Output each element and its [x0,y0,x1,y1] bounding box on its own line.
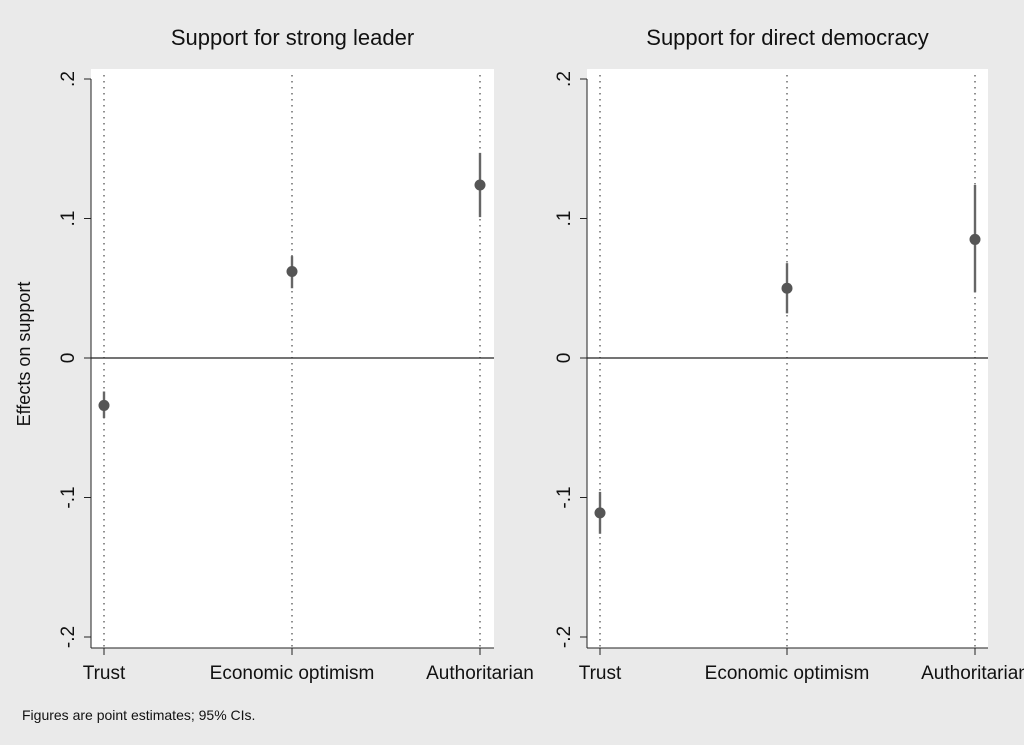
y-tick-label: .1 [58,211,79,227]
x-tick-label: Trust [579,663,622,684]
y-tick-label: -.2 [58,626,79,648]
point-estimate [286,266,298,278]
point-estimate [594,507,606,519]
panel-2: Support for direct democracy .2 .1 0 -.1 -.2T… [554,25,1024,684]
y-tick-label: -.2 [554,626,575,648]
x-tick-label: Economic optimism [705,663,870,684]
panel-1: Support for strong leader .2 .1 0 -.1 -.2Trus… [58,25,534,684]
y-tick-label: 0 [554,353,575,364]
y-tick-label: .2 [58,71,79,87]
y-tick-label: .1 [554,211,575,227]
x-tick-label: Authoritarian [921,663,1024,684]
y-tick-label: .2 [554,71,575,87]
x-tick-label: Authoritarian [426,663,534,684]
point-estimate [98,399,110,411]
point-estimate [969,233,981,245]
x-tick-label: Trust [83,663,126,684]
point-estimate [474,179,486,191]
y-tick-label: -.1 [554,486,575,508]
y-tick-label: 0 [58,353,79,364]
figure-note: Figures are point estimates; 95% CIs. [22,707,256,723]
point-estimate [781,282,793,294]
y-tick-label: -.1 [58,486,79,508]
y-axis-label: Effects on support [14,282,34,427]
panel-title: Support for strong leader [171,25,414,50]
panel-title: Support for direct democracy [646,25,928,50]
x-tick-label: Economic optimism [210,663,375,684]
